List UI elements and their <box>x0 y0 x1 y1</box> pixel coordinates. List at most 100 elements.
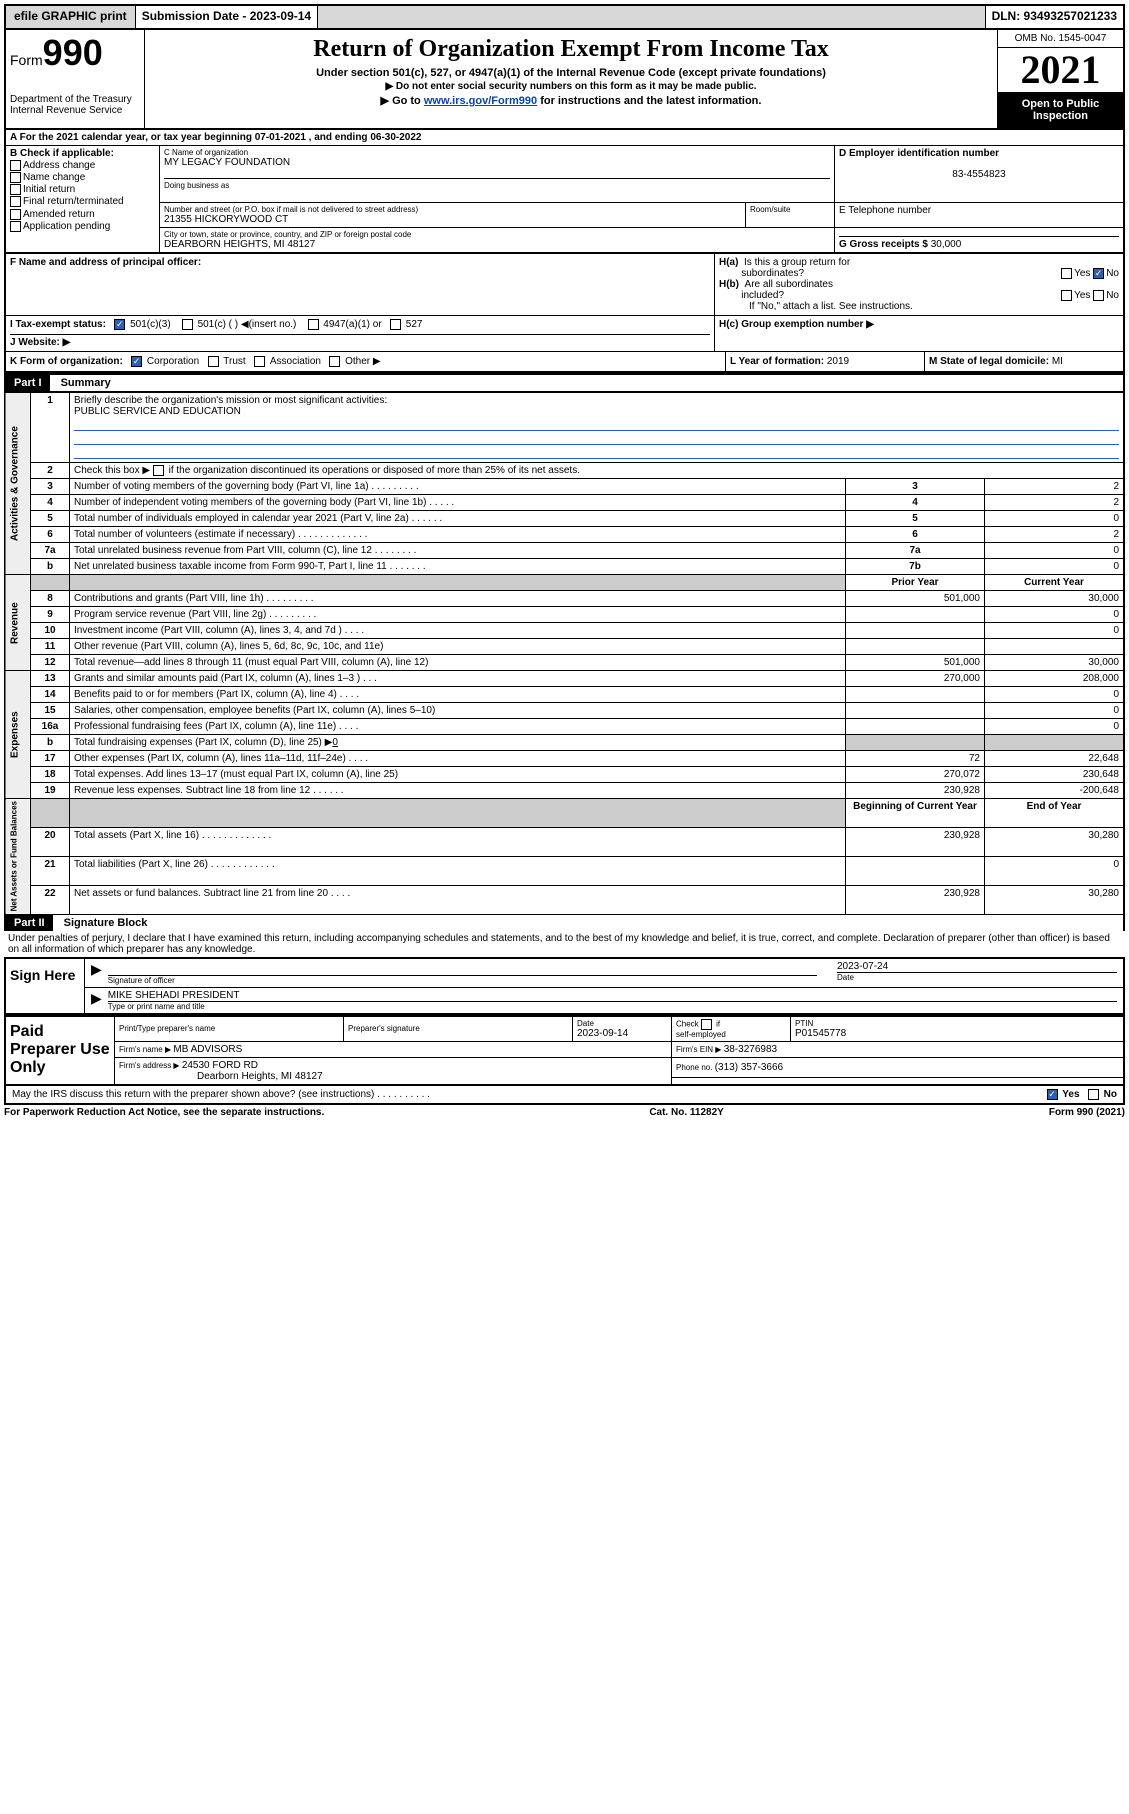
line-1-num: 1 <box>31 393 70 463</box>
part1-header: Part I Summary <box>4 373 1125 392</box>
checkbox-line2[interactable] <box>153 465 164 476</box>
line-11-curr <box>985 639 1125 655</box>
end-year-hdr: End of Year <box>985 799 1125 828</box>
column-c-d: C Name of organization MY LEGACY FOUNDAT… <box>160 146 1123 252</box>
line-11-text: Other revenue (Part VIII, column (A), li… <box>70 639 846 655</box>
firm-phone-value: (313) 357-3666 <box>715 1062 783 1073</box>
ha-no: No <box>1106 268 1119 279</box>
checkbox-ha-yes[interactable] <box>1061 268 1072 279</box>
self-employed-label: Check ifself-employed <box>676 1019 786 1039</box>
sig-date-value: 2023-07-24 <box>837 961 1117 972</box>
firm-name-label: Firm's name ▶ <box>119 1045 173 1054</box>
address-value: 21355 HICKORYWOOD CT <box>164 214 741 225</box>
line-17-prior: 72 <box>846 751 985 767</box>
sign-here-label: Sign Here <box>6 959 85 1013</box>
line-6-ref: 6 <box>846 527 985 543</box>
line-9-curr: 0 <box>985 607 1125 623</box>
checkbox-trust[interactable] <box>208 356 219 367</box>
checkbox-501c3[interactable] <box>114 319 125 330</box>
row-k-l-m: K Form of organization: Corporation Trus… <box>4 352 1125 373</box>
line-22-num: 22 <box>31 885 70 914</box>
checkbox-address-change[interactable] <box>10 160 21 171</box>
line-20-end: 30,280 <box>985 828 1125 857</box>
checkbox-assoc[interactable] <box>254 356 265 367</box>
form-number: 990 <box>43 32 103 73</box>
line-5-num: 5 <box>31 511 70 527</box>
checkbox-initial-return[interactable] <box>10 184 21 195</box>
checkbox-527[interactable] <box>390 319 401 330</box>
checkbox-amended[interactable] <box>10 209 21 220</box>
goto-prefix: ▶ Go to <box>381 95 424 107</box>
line-5-ref: 5 <box>846 511 985 527</box>
checkbox-ha-no[interactable] <box>1093 268 1104 279</box>
checkbox-may-yes[interactable] <box>1047 1089 1058 1100</box>
part1-badge: Part I <box>6 375 50 391</box>
may-discuss-text: May the IRS discuss this return with the… <box>12 1089 1047 1100</box>
checkbox-corp[interactable] <box>131 356 142 367</box>
line-7a-ref: 7a <box>846 543 985 559</box>
arrow-icon: ▶ <box>91 961 102 985</box>
current-year-hdr: Current Year <box>985 575 1125 591</box>
part2-badge: Part II <box>6 915 53 931</box>
line-4-num: 4 <box>31 495 70 511</box>
firm-addr-label: Firm's address ▶ <box>119 1061 182 1070</box>
line-19-num: 19 <box>31 783 70 799</box>
checkbox-hb-no[interactable] <box>1093 290 1104 301</box>
line-13-num: 13 <box>31 671 70 687</box>
checkbox-501c[interactable] <box>182 319 193 330</box>
opt-527: 527 <box>406 319 423 330</box>
checkbox-may-no[interactable] <box>1088 1089 1099 1100</box>
line-16b-value: 0 <box>332 737 338 748</box>
website-label: J Website: ▶ <box>10 337 70 348</box>
form-subtitle-2: ▶ Do not enter social security numbers o… <box>147 81 995 92</box>
room-label: Room/suite <box>750 205 830 214</box>
line-18-text: Total expenses. Add lines 13–17 (must eq… <box>70 767 846 783</box>
line-8-prior: 501,000 <box>846 591 985 607</box>
row-f-h: F Name and address of principal officer:… <box>4 254 1125 316</box>
form-subtitle-3: ▶ Go to www.irs.gov/Form990 for instruct… <box>147 94 995 107</box>
line-12-text: Total revenue—add lines 8 through 11 (mu… <box>70 655 846 671</box>
line-1-value: PUBLIC SERVICE AND EDUCATION <box>74 406 241 417</box>
line-7a-text: Total unrelated business revenue from Pa… <box>70 543 846 559</box>
preparer-date-label: Date <box>577 1019 667 1028</box>
line-5-text: Total number of individuals employed in … <box>70 511 846 527</box>
form-word: Form <box>10 52 43 68</box>
line-7a-value: 0 <box>985 543 1125 559</box>
checkbox-app-pending[interactable] <box>10 221 21 232</box>
line-7b-text: Net unrelated business taxable income fr… <box>70 559 846 575</box>
sig-officer-label: Signature of officer <box>108 975 817 985</box>
checkbox-final-return[interactable] <box>10 196 21 207</box>
line-21-num: 21 <box>31 857 70 886</box>
checkbox-self-employed[interactable] <box>701 1019 712 1030</box>
line-20-num: 20 <box>31 828 70 857</box>
footer-right: Form 990 (2021) <box>1049 1107 1125 1118</box>
ein-label: D Employer identification number <box>839 148 1119 159</box>
line-19-prior: 230,928 <box>846 783 985 799</box>
form-title-block: Return of Organization Exempt From Incom… <box>145 30 997 128</box>
ein-value: 83-4554823 <box>839 169 1119 180</box>
irs-form990-link[interactable]: www.irs.gov/Form990 <box>424 95 537 107</box>
ptin-value: P01545778 <box>795 1028 1119 1039</box>
line-9-num: 9 <box>31 607 70 623</box>
form-subtitle-1: Under section 501(c), 527, or 4947(a)(1)… <box>147 67 995 79</box>
checkbox-4947[interactable] <box>308 319 319 330</box>
line-14-text: Benefits paid to or for members (Part IX… <box>70 687 846 703</box>
line-3-ref: 3 <box>846 479 985 495</box>
checkbox-hb-yes[interactable] <box>1061 290 1072 301</box>
checkbox-other[interactable] <box>329 356 340 367</box>
opt-assoc: Association <box>270 356 321 367</box>
line-9-text: Program service revenue (Part VIII, line… <box>70 607 846 623</box>
efile-print-button[interactable]: efile GRAPHIC print <box>6 6 136 28</box>
col-b-title: B Check if applicable: <box>10 148 155 159</box>
line-21-end: 0 <box>985 857 1125 886</box>
submission-date-value: 2023-09-14 <box>250 9 311 23</box>
phone-label: E Telephone number <box>839 205 1119 216</box>
opt-corp: Corporation <box>147 356 199 367</box>
footer-left: For Paperwork Reduction Act Notice, see … <box>4 1107 324 1118</box>
line-22-begin: 230,928 <box>846 885 985 914</box>
checkbox-name-change[interactable] <box>10 172 21 183</box>
may-discuss-row: May the IRS discuss this return with the… <box>4 1086 1125 1105</box>
ptin-label: PTIN <box>795 1019 1119 1028</box>
vlabel-revenue: Revenue <box>5 575 31 671</box>
form-year-block: OMB No. 1545-0047 2021 Open to Public In… <box>997 30 1123 128</box>
